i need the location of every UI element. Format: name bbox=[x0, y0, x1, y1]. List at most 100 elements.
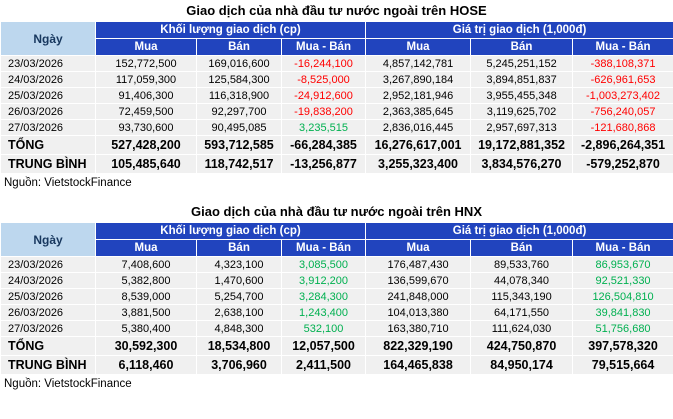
data-row: 26/03/2026 3,881,500 2,638,100 1,243,400 104… bbox=[0, 304, 673, 321]
hnx-source: Nguồn: VietstockFinance bbox=[4, 378, 132, 390]
hose-table: Ngày Khối lượng giao dịch (cp) Giá trị g… bbox=[0, 21, 673, 174]
value-cell: 93,730,600 bbox=[95, 119, 197, 136]
value-cell: 5,254,700 bbox=[196, 288, 282, 305]
value-cell: 3,119,625,702 bbox=[470, 103, 574, 120]
value-cell: 126,504,810 bbox=[572, 288, 673, 305]
value-cell: 5,382,800 bbox=[95, 272, 197, 289]
value-cell: 12,057,500 bbox=[280, 336, 367, 356]
hnx-table-body: 23/03/2026 7,408,600 4,323,100 3,085,500 176… bbox=[0, 256, 673, 375]
summary-row: TỔNG 30,592,300 18,534,800 12,057,500 822,32… bbox=[0, 336, 673, 356]
value-cell: -24,912,600 bbox=[280, 87, 367, 104]
date-cell: 27/03/2026 bbox=[0, 320, 96, 337]
value-cell: 241,848,000 bbox=[365, 288, 472, 305]
value-cell: -13,256,877 bbox=[280, 154, 367, 174]
data-row: 23/03/2026 7,408,600 4,323,100 3,085,500 176… bbox=[0, 256, 673, 273]
value-cell: -121,680,868 bbox=[572, 119, 673, 136]
value-cell: 44,078,340 bbox=[470, 272, 574, 289]
date-cell: 25/03/2026 bbox=[0, 288, 96, 305]
date-cell: 24/03/2026 bbox=[0, 272, 96, 289]
value-cell: 16,276,617,001 bbox=[365, 135, 472, 155]
value-buy-header: Mua bbox=[365, 38, 472, 56]
value-cell: 92,521,330 bbox=[572, 272, 673, 289]
value-cell: -1,003,273,402 bbox=[572, 87, 673, 104]
value-cell: 118,742,517 bbox=[196, 154, 282, 174]
value-cell: 19,172,881,352 bbox=[470, 135, 574, 155]
summary-label: TRUNG BÌNH bbox=[0, 355, 96, 375]
value-cell: 6,118,460 bbox=[95, 355, 197, 375]
value-cell: -756,240,057 bbox=[572, 103, 673, 120]
value-cell: 3,255,323,400 bbox=[365, 154, 472, 174]
date-cell: 23/03/2026 bbox=[0, 55, 96, 72]
value-net-header: Mua - Bán bbox=[572, 239, 673, 257]
volume-group-header: Khối lượng giao dịch (cp) bbox=[94, 222, 367, 240]
value-cell: 3,235,515 bbox=[280, 119, 367, 136]
value-cell: 5,380,400 bbox=[95, 320, 197, 337]
value-cell: 30,592,300 bbox=[95, 336, 197, 356]
value-cell: 3,267,890,184 bbox=[365, 71, 472, 88]
data-row: 23/03/2026 152,772,500 169,016,600 -16,244,… bbox=[0, 55, 673, 72]
value-cell: 3,955,455,348 bbox=[470, 87, 574, 104]
value-cell: 2,836,016,445 bbox=[365, 119, 472, 136]
value-cell: 3,284,300 bbox=[280, 288, 367, 305]
value-cell: 424,750,870 bbox=[470, 336, 574, 356]
value-cell: 532,100 bbox=[280, 320, 367, 337]
value-cell: -2,896,264,351 bbox=[572, 135, 673, 155]
value-cell: 8,539,000 bbox=[95, 288, 197, 305]
volume-buy-header: Mua bbox=[95, 239, 197, 257]
value-cell: 3,834,576,270 bbox=[470, 154, 574, 174]
value-cell: 64,171,550 bbox=[470, 304, 574, 321]
volume-sell-header: Bán bbox=[196, 38, 282, 56]
value-cell: 3,881,500 bbox=[95, 304, 197, 321]
value-cell: 91,406,300 bbox=[95, 87, 197, 104]
value-cell: 3,894,851,837 bbox=[470, 71, 574, 88]
data-row: 24/03/2026 117,059,300 125,584,300 -8,525,0… bbox=[0, 71, 673, 88]
hnx-section: Giao dịch của nhà đầu tư nước ngoài trên… bbox=[0, 201, 673, 390]
volume-group-header: Khối lượng giao dịch (cp) bbox=[94, 21, 367, 39]
volume-sell-header: Bán bbox=[196, 239, 282, 257]
value-sell-header: Bán bbox=[470, 239, 574, 257]
value-cell: 3,912,200 bbox=[280, 272, 367, 289]
hose-section: Giao dịch của nhà đầu tư nước ngoài trên… bbox=[0, 0, 673, 189]
value-net-header: Mua - Bán bbox=[572, 38, 673, 56]
value-cell: 90,495,085 bbox=[196, 119, 282, 136]
value-cell: -626,961,653 bbox=[572, 71, 673, 88]
summary-label: TỔNG bbox=[0, 336, 96, 356]
value-cell: -8,525,000 bbox=[280, 71, 367, 88]
value-cell: 111,624,030 bbox=[470, 320, 574, 337]
data-row: 27/03/2026 5,380,400 4,848,300 532,100 163,3… bbox=[0, 320, 673, 337]
hose-source: Nguồn: VietstockFinance bbox=[4, 177, 132, 189]
value-cell: 92,297,700 bbox=[196, 103, 282, 120]
date-cell: 24/03/2026 bbox=[0, 71, 96, 88]
date-cell: 25/03/2026 bbox=[0, 87, 96, 104]
data-row: 27/03/2026 93,730,600 90,495,085 3,235,515 2… bbox=[0, 119, 673, 136]
hose-table-title: Giao dịch của nhà đầu tư nước ngoài trên… bbox=[186, 3, 487, 18]
value-cell: 18,534,800 bbox=[196, 336, 282, 356]
value-cell: 822,329,190 bbox=[365, 336, 472, 356]
value-cell: -19,838,200 bbox=[280, 103, 367, 120]
value-cell: 3,706,960 bbox=[196, 355, 282, 375]
header-group-row: Ngày Khối lượng giao dịch (cp) Giá trị g… bbox=[0, 21, 673, 56]
value-cell: 115,343,190 bbox=[470, 288, 574, 305]
header-sub-row: Mua Bán Mua - Bán Mua Bán Mua - Bán bbox=[1, 38, 673, 56]
date-cell: 23/03/2026 bbox=[0, 256, 96, 273]
data-row: 25/03/2026 91,406,300 116,318,900 -24,912,6… bbox=[0, 87, 673, 104]
value-cell: 2,638,100 bbox=[196, 304, 282, 321]
date-column-header: Ngày bbox=[0, 222, 96, 257]
value-cell: 4,857,142,781 bbox=[365, 55, 472, 72]
value-cell: 1,470,600 bbox=[196, 272, 282, 289]
value-buy-header: Mua bbox=[365, 239, 472, 257]
value-cell: 7,408,600 bbox=[95, 256, 197, 273]
value-cell: 72,459,500 bbox=[95, 103, 197, 120]
value-cell: 116,318,900 bbox=[196, 87, 282, 104]
volume-net-header: Mua - Bán bbox=[280, 239, 367, 257]
volume-net-header: Mua - Bán bbox=[280, 38, 367, 56]
summary-row: TRUNG BÌNH 6,118,460 3,706,960 2,411,500 164… bbox=[0, 355, 673, 375]
value-cell: 1,243,400 bbox=[280, 304, 367, 321]
value-cell: 2,952,181,946 bbox=[365, 87, 472, 104]
value-cell: 3,085,500 bbox=[280, 256, 367, 273]
data-row: 25/03/2026 8,539,000 5,254,700 3,284,300 241… bbox=[0, 288, 673, 305]
value-cell: 152,772,500 bbox=[95, 55, 197, 72]
data-row: 24/03/2026 5,382,800 1,470,600 3,912,200 136… bbox=[0, 272, 673, 289]
value-group-header: Giá trị giao dịch (1,000đ) bbox=[365, 21, 673, 39]
value-cell: 2,411,500 bbox=[280, 355, 367, 375]
